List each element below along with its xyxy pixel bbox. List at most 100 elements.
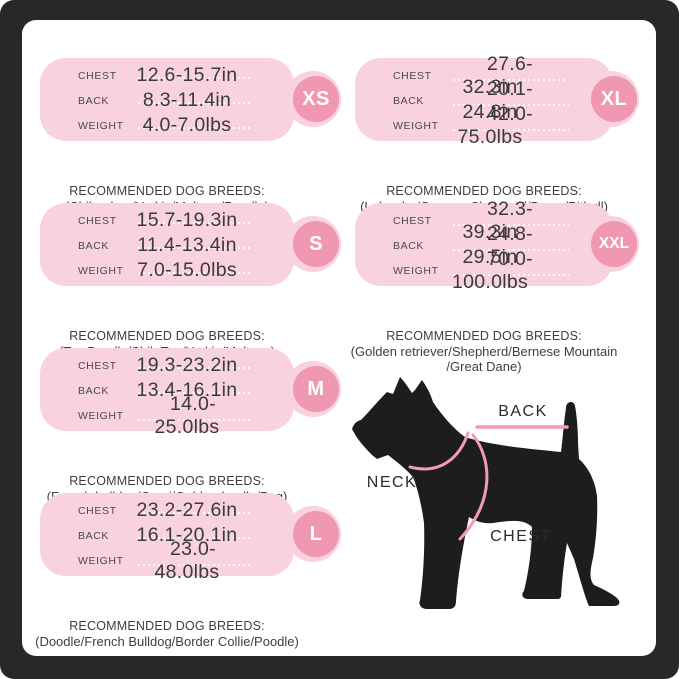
back-row: BACK 20.1-24.8in — [393, 78, 569, 123]
size-badge-halo: XL — [583, 71, 639, 127]
chest-value: 19.3-23.2in — [136, 354, 238, 376]
size-card-xs: CHEST 12.6-15.7in BACK 8.3-11.4in WEIGHT… — [40, 58, 341, 141]
weight-label: WEIGHT — [393, 119, 439, 132]
dotted-leader: 32.3-39.3in — [451, 198, 569, 244]
size-badge-m: M — [293, 366, 339, 412]
back-value: 24.8-29.5in — [462, 222, 533, 268]
back-label: BACK — [78, 529, 109, 542]
back-value: 16.1-20.1in — [136, 524, 238, 546]
chest-row: CHEST 27.6-32.3in — [393, 53, 569, 98]
weight-value: 70.0-100.0lbs — [451, 247, 533, 293]
back-label: BACK — [78, 239, 109, 252]
weight-value: 4.0-7.0lbs — [142, 114, 232, 136]
white-panel: CHEST 12.6-15.7in BACK 8.3-11.4in WEIGHT… — [22, 20, 656, 656]
dotted-leader: 27.6-32.3in — [451, 53, 569, 99]
recommended-title: RECOMMENDED DOG BREEDS: — [69, 329, 265, 343]
recommended-title: RECOMMENDED DOG BREEDS: — [386, 184, 582, 198]
chest-label: CHEST — [78, 214, 117, 227]
dotted-leader: 70.0-100.0lbs — [451, 248, 569, 294]
back-row: BACK 24.8-29.5in — [393, 223, 569, 268]
recommendation: RECOMMENDED DOG BREEDS: (Golden retrieve… — [338, 329, 630, 374]
size-block-xl: CHEST 27.6-32.3in BACK 20.1-24.8in WEIGH… — [355, 53, 639, 214]
chest-value: 23.2-27.6in — [136, 499, 238, 521]
back-value: 20.1-24.8in — [462, 77, 533, 123]
size-badge-xl: XL — [591, 76, 637, 122]
back-row: BACK 8.3-11.4in — [78, 88, 250, 113]
size-block-m: CHEST 19.3-23.2in BACK 13.4-16.1in WEIGH… — [40, 348, 341, 504]
chest-row: CHEST 23.2-27.6in — [78, 498, 250, 523]
weight-row: WEIGHT 4.0-7.0lbs — [78, 113, 250, 138]
dotted-leader: 13.4-16.1in — [136, 379, 250, 402]
weight-value: 7.0-15.0lbs — [137, 259, 237, 281]
size-badge-s: S — [293, 221, 339, 267]
dotted-leader: 12.6-15.7in — [136, 64, 250, 87]
size-card-m: CHEST 19.3-23.2in BACK 13.4-16.1in WEIGH… — [40, 348, 341, 438]
breeds-list: (Golden retriever/Shepherd/Bernese Mount… — [350, 344, 618, 374]
weight-value: 23.0-48.0lbs — [154, 537, 220, 583]
size-card-xxl: CHEST 32.3-39.3in BACK 24.8-29.5in WEIGH… — [355, 198, 639, 293]
back-label: BACK — [78, 94, 109, 107]
size-block-xs: CHEST 12.6-15.7in BACK 8.3-11.4in WEIGHT… — [40, 58, 341, 214]
recommended-title: RECOMMENDED DOG BREEDS: — [69, 619, 265, 633]
dotted-leader: 15.7-19.3in — [136, 209, 250, 232]
weight-value: 14.0-25.0lbs — [154, 392, 220, 438]
size-badge-xs: XS — [293, 76, 339, 122]
back-diagram-label: BACK — [498, 403, 548, 420]
dotted-leader: 8.3-11.4in — [136, 89, 250, 112]
back-row: BACK 16.1-20.1in — [78, 523, 250, 548]
weight-row: WEIGHT 70.0-100.0lbs — [393, 248, 569, 293]
chest-value: 27.6-32.3in — [462, 52, 533, 98]
back-value: 11.4-13.4in — [137, 234, 237, 256]
dotted-leader: 4.0-7.0lbs — [136, 114, 250, 137]
dotted-leader: 42.0-75.0lbs — [451, 103, 569, 149]
chest-diagram-label: CHEST — [490, 528, 552, 545]
weight-label: WEIGHT — [78, 409, 124, 422]
size-badge-l: L — [293, 511, 339, 557]
size-badge-xxl: XXL — [591, 221, 637, 267]
dotted-leader: 16.1-20.1in — [136, 524, 250, 547]
size-badge-halo: XXL — [583, 216, 639, 272]
weight-row: WEIGHT 7.0-15.0lbs — [78, 258, 250, 283]
size-card-s: CHEST 15.7-19.3in BACK 11.4-13.4in WEIGH… — [40, 203, 341, 286]
breeds-list: (Doodle/French Bulldog/Border Collie/Poo… — [35, 634, 299, 649]
chest-label: CHEST — [78, 359, 117, 372]
size-badge-halo: XS — [285, 71, 341, 127]
chest-row: CHEST 19.3-23.2in — [78, 353, 250, 378]
recommended-title: RECOMMENDED DOG BREEDS: — [69, 474, 265, 488]
weight-value: 42.0-75.0lbs — [457, 102, 533, 148]
chest-row: CHEST 12.6-15.7in — [78, 63, 250, 88]
weight-row: WEIGHT 23.0-48.0lbs — [78, 538, 250, 583]
chest-label: CHEST — [78, 69, 117, 82]
chest-label: CHEST — [393, 214, 432, 227]
weight-label: WEIGHT — [393, 264, 439, 277]
neck-diagram-label: NECK — [366, 474, 418, 491]
back-label: BACK — [78, 384, 109, 397]
size-badge-halo: L — [285, 506, 341, 562]
dotted-leader: 24.8-29.5in — [451, 223, 569, 269]
dotted-leader: 19.3-23.2in — [136, 354, 250, 377]
weight-label: WEIGHT — [78, 264, 124, 277]
chest-row: CHEST 15.7-19.3in — [78, 208, 250, 233]
back-row: BACK 13.4-16.1in — [78, 378, 250, 403]
recommended-title: RECOMMENDED DOG BREEDS: — [386, 329, 582, 343]
weight-label: WEIGHT — [78, 119, 124, 132]
weight-row: WEIGHT 14.0-25.0lbs — [78, 393, 250, 438]
dotted-leader: 23.0-48.0lbs — [136, 538, 250, 584]
size-block-xxl: CHEST 32.3-39.3in BACK 24.8-29.5in WEIGH… — [351, 198, 639, 374]
back-label: BACK — [393, 94, 424, 107]
dotted-leader: 14.0-25.0lbs — [136, 393, 250, 439]
chest-label: CHEST — [393, 69, 432, 82]
chest-measure-line — [458, 433, 489, 541]
back-label: BACK — [393, 239, 424, 252]
chest-value: 12.6-15.7in — [136, 64, 238, 86]
size-card-l: CHEST 23.2-27.6in BACK 16.1-20.1in WEIGH… — [40, 493, 341, 583]
back-value: 8.3-11.4in — [142, 89, 232, 111]
recommendation: RECOMMENDED DOG BREEDS: (Doodle/French B… — [22, 619, 312, 649]
weight-row: WEIGHT 42.0-75.0lbs — [393, 103, 569, 148]
size-badge-halo: M — [285, 361, 341, 417]
chest-value: 32.3-39.3in — [462, 197, 533, 243]
dog-measurement-diagram — [352, 377, 620, 609]
dotted-leader: 20.1-24.8in — [451, 78, 569, 124]
size-card-xl: CHEST 27.6-32.3in BACK 20.1-24.8in WEIGH… — [355, 53, 639, 148]
